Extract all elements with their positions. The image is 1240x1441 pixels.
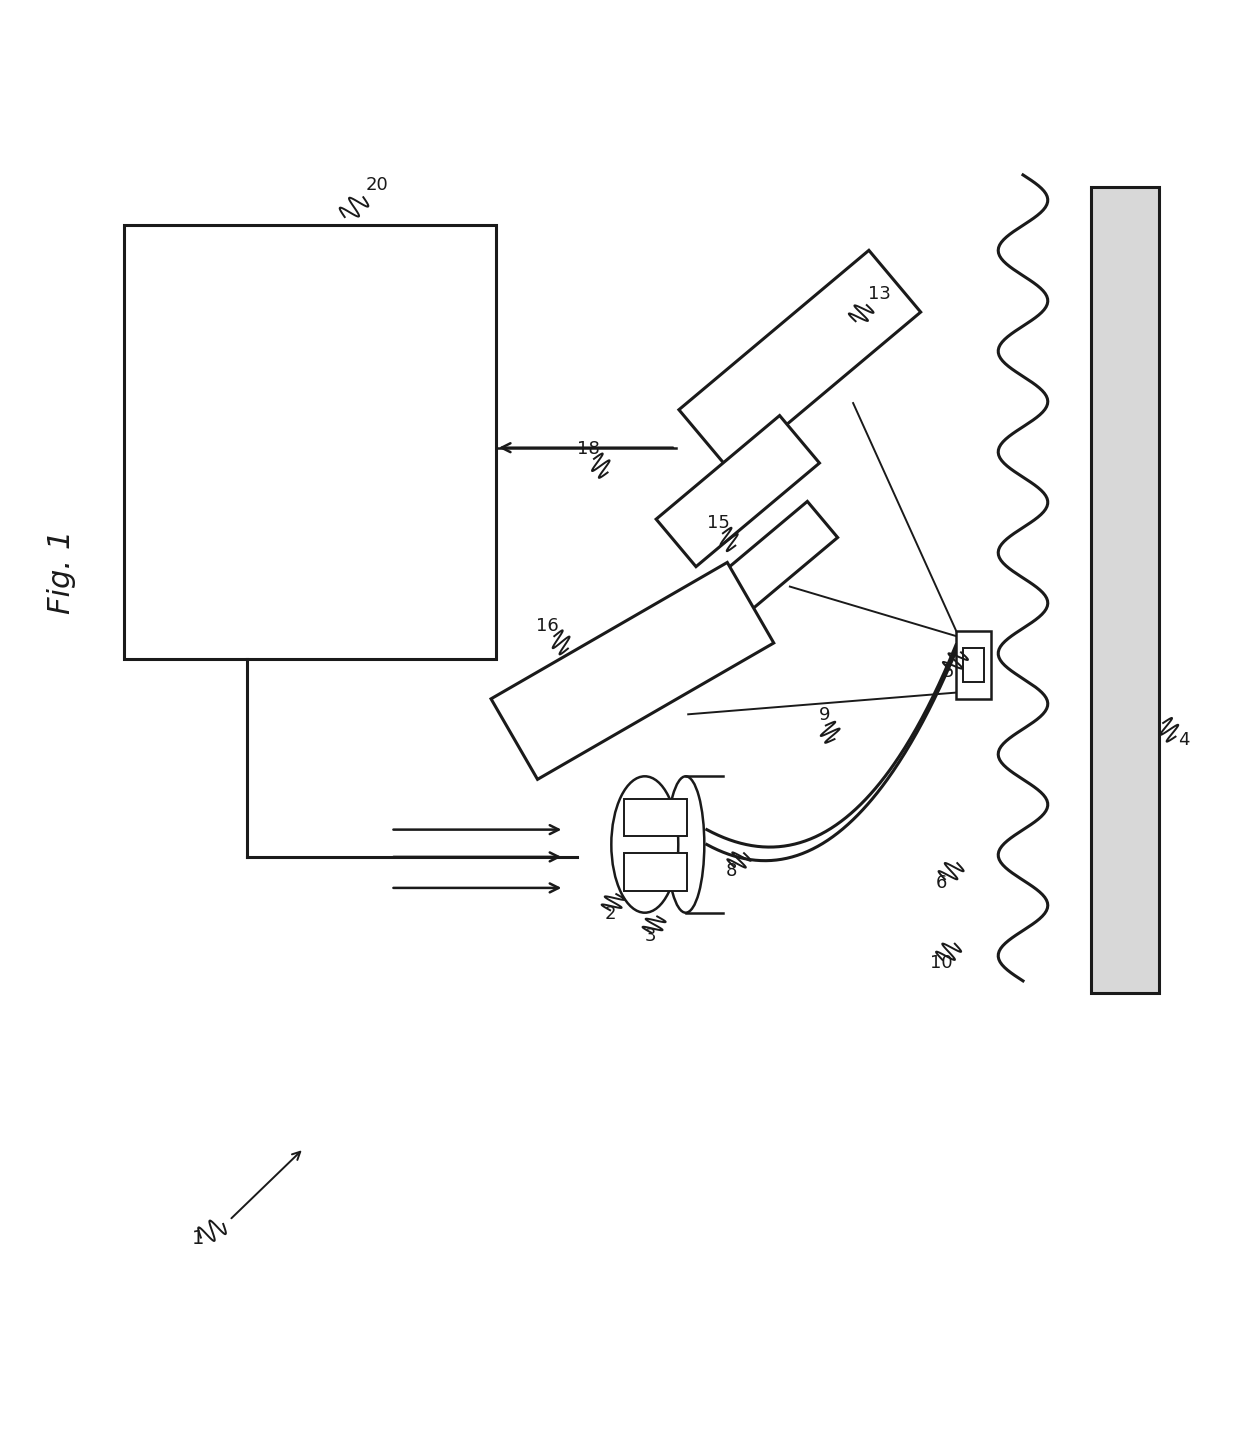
Text: 1: 1	[192, 1229, 205, 1248]
Text: 13: 13	[868, 285, 890, 303]
Bar	[1091, 187, 1159, 993]
Ellipse shape	[611, 777, 678, 912]
Text: 20: 20	[366, 176, 388, 193]
Polygon shape	[656, 415, 820, 566]
Bar	[624, 798, 687, 836]
Polygon shape	[680, 251, 920, 471]
Ellipse shape	[667, 777, 704, 912]
Text: 3: 3	[645, 927, 656, 945]
Text: Fig. 1: Fig. 1	[47, 530, 77, 614]
Text: 10: 10	[930, 954, 952, 973]
Text: 8: 8	[725, 862, 737, 879]
Text: 4: 4	[1178, 731, 1189, 749]
Polygon shape	[491, 562, 774, 780]
Text: 6: 6	[936, 873, 947, 892]
Polygon shape	[712, 501, 838, 617]
Text: 5: 5	[942, 663, 954, 682]
Bar	[963, 647, 983, 682]
Text: 15: 15	[707, 514, 729, 532]
Text: 18: 18	[577, 440, 599, 458]
Bar	[956, 631, 991, 699]
Bar	[124, 225, 496, 659]
Text: 2: 2	[605, 905, 616, 922]
Bar	[624, 853, 687, 891]
Text: 9: 9	[818, 706, 830, 725]
Text: 16: 16	[536, 617, 558, 635]
